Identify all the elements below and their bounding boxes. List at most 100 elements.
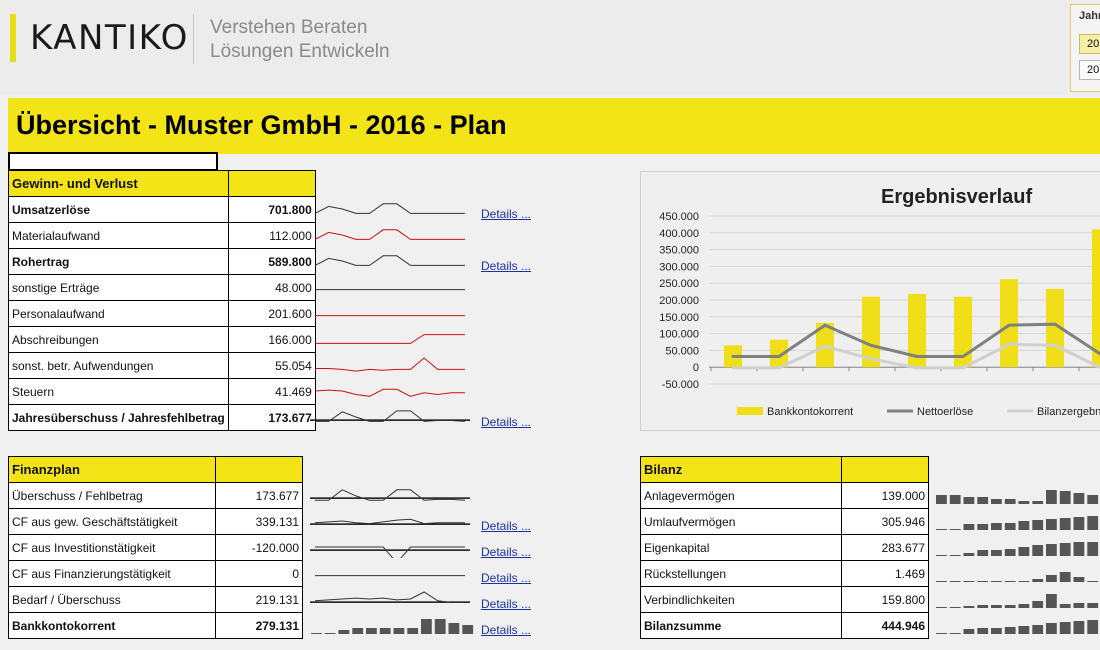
finanzplan-table: Finanzplan Überschuss / Fehlbetrag 173.677… [8,456,303,639]
section-header[interactable]: Finanzplan [8,456,216,483]
sparkline-bars [936,516,1099,530]
row-value[interactable]: 173.677 [227,404,316,431]
sparkline-bar [963,497,975,504]
table-row: Umlaufvermögen 305.946 [640,508,929,535]
row-label[interactable]: Umlaufvermögen [640,508,842,535]
row-value[interactable]: 444.946 [841,612,929,639]
chart-point [961,354,965,358]
logo-bar [10,14,16,62]
sparkline-bar [1087,542,1099,556]
row-value[interactable]: 0 [215,560,303,587]
table-row: Verbindlichkeiten 159.800 [640,586,929,613]
table-header-row: Bilanz [640,456,929,483]
sparkline-bar [1004,549,1016,556]
row-label[interactable]: Umsatzerlöse [8,196,229,223]
row-value[interactable]: 173.677 [215,482,303,509]
row-label[interactable]: Eigenkapital [640,534,842,561]
row-label[interactable]: Bankkontokorrent [8,612,216,639]
section-header-value[interactable] [215,456,303,483]
sparkline [315,357,465,372]
chart-point [731,354,735,358]
section-header[interactable]: Bilanz [640,456,842,483]
sparkline-bar [1059,543,1071,556]
sparkline-bar [407,628,419,634]
details-link[interactable]: Details ... [481,415,532,429]
year-button-2[interactable]: 20 [1079,60,1100,80]
sparkline-bar [1004,581,1016,582]
sparkline-bar [1087,603,1099,608]
year-button-1[interactable]: 20 [1079,34,1100,54]
row-label[interactable]: Anlagevermögen [640,482,842,509]
tagline-line-1: Verstehen Beraten [210,17,368,38]
row-label[interactable]: sonstige Erträge [8,274,229,301]
row-label[interactable]: Bedarf / Überschuss [8,586,216,613]
chart-point [1007,342,1011,346]
table-row: Bankkontokorrent 279.131 [8,612,303,639]
sparkline-path [314,388,465,397]
sparkline [310,518,470,525]
row-value[interactable]: 55.054 [227,352,316,379]
row-value[interactable]: 112.000 [227,222,316,249]
row-value[interactable]: 283.677 [841,534,929,561]
row-label[interactable]: CF aus Finanzierungstätigkeit [8,560,216,587]
row-value[interactable]: 166.000 [227,326,316,353]
row-label[interactable]: CF aus gew. Geschäftstätigkeit [8,508,216,535]
row-value[interactable]: -120.000 [215,534,303,561]
sparkline-bars [311,619,474,634]
details-link[interactable]: Details ... [481,597,532,611]
row-value[interactable]: 305.946 [841,508,929,535]
row-label[interactable]: Verbindlichkeiten [640,586,842,613]
y-tick-label: 0 [693,362,699,374]
row-value[interactable]: 589.800 [227,248,316,275]
row-label[interactable]: Bilanzsumme [640,612,842,639]
sparkline-path [314,518,465,525]
sparkline-bar [977,605,989,608]
row-label[interactable]: Rohertrag [8,248,229,275]
row-value[interactable]: 1.469 [841,560,929,587]
sparkline-bar [1046,594,1057,608]
chart-point [915,354,919,358]
row-label[interactable]: Materialaufwand [8,222,229,249]
section-header[interactable]: Gewinn- und Verlust [8,170,229,197]
row-label[interactable]: Rückstellungen [640,560,842,587]
row-value[interactable]: 701.800 [227,196,316,223]
details-link[interactable]: Details ... [481,623,532,637]
row-value[interactable]: 279.131 [215,612,303,639]
row-value[interactable]: 48.000 [227,274,316,301]
details-link[interactable]: Details ... [481,259,532,273]
y-tick-label: 200.000 [659,295,699,307]
sparkline-bar [963,629,975,634]
selected-cell[interactable] [8,152,218,171]
sparkline-bar [949,529,961,530]
details-link[interactable]: Details ... [481,207,532,221]
sparkline-bar [434,619,446,634]
details-link[interactable]: Details ... [481,545,532,559]
details-link[interactable]: Details ... [481,519,532,533]
section-header-value[interactable] [227,170,316,197]
row-value[interactable]: 339.131 [215,508,303,535]
table-row: Abschreibungen 166.000 [8,326,316,353]
row-label[interactable]: Jahresüberschuss / Jahresfehlbetrag [8,404,229,431]
row-value[interactable]: 159.800 [841,586,929,613]
sparkline-bar [1087,581,1099,582]
row-label[interactable]: Abschreibungen [8,326,229,353]
row-label[interactable]: Personalaufwand [8,300,229,327]
sparkline-path [314,229,465,240]
row-value[interactable]: 41.469 [227,378,316,405]
row-label[interactable]: CF aus Investitionstätigkeit [8,534,216,561]
row-label[interactable]: Überschuss / Fehlbetrag [8,482,216,509]
row-label[interactable]: sonst. betr. Aufwendungen [8,352,229,379]
section-header-value[interactable] [841,456,929,483]
sparkline-bar [1032,501,1044,504]
row-label[interactable]: Steuern [8,378,229,405]
y-tick-label: 450.000 [659,211,699,223]
sparkline-bar [462,625,474,634]
sparkline-bar [352,628,364,634]
sparkline-bar [991,550,1002,556]
sparkline-bar [991,499,1002,504]
sparkline-bars [936,572,1099,582]
row-value[interactable]: 139.000 [841,482,929,509]
row-value[interactable]: 219.131 [215,586,303,613]
details-link[interactable]: Details ... [481,571,532,585]
row-value[interactable]: 201.600 [227,300,316,327]
